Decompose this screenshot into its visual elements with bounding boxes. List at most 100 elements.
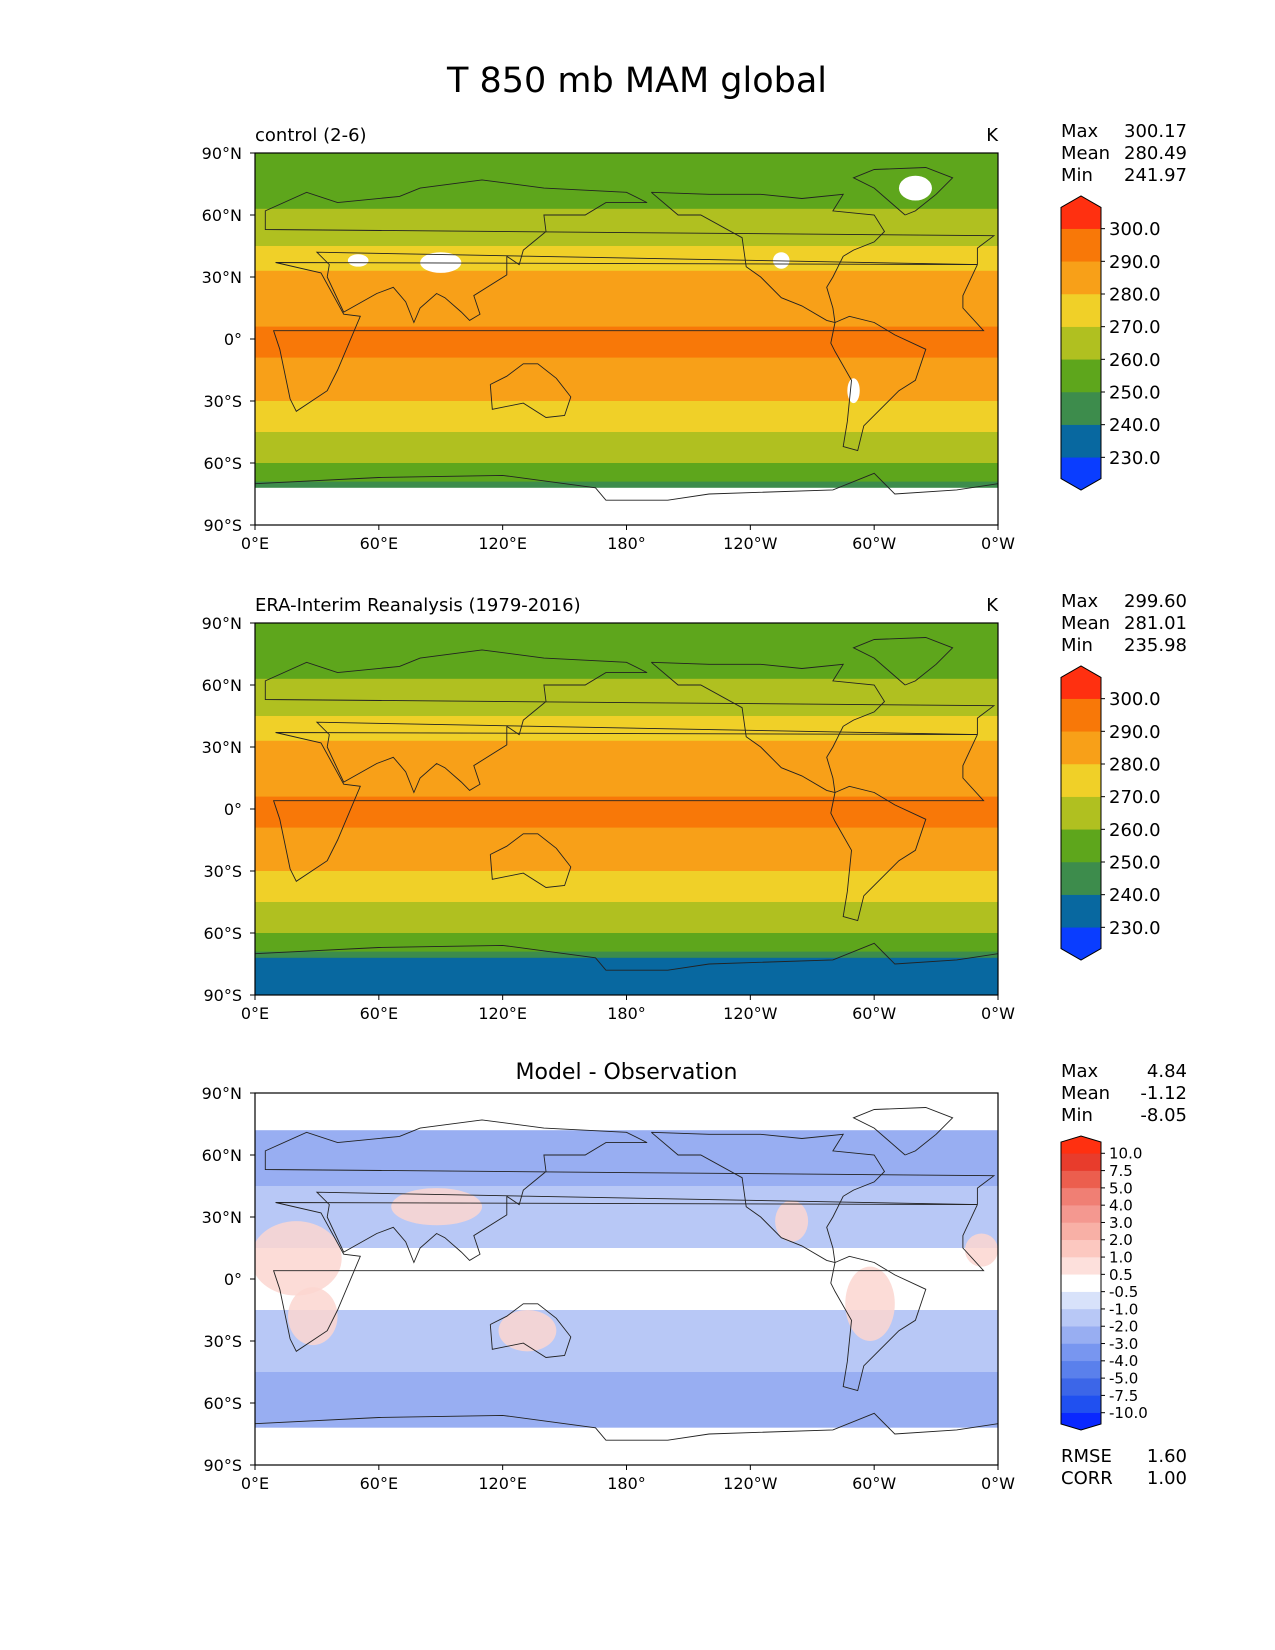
field-band [255,1111,998,1119]
stat-label: Mean [1061,1083,1110,1104]
field-band [255,475,998,483]
x-tick-label: 60°E [360,534,398,553]
field-band [255,425,998,433]
colorbar-segment [1060,698,1102,732]
field-band [255,1353,998,1361]
colorbar-segment [1060,927,1102,961]
field-band [255,933,998,940]
x-tick-label: 120°E [478,1474,527,1493]
field-band [255,1365,998,1373]
field-band [255,239,998,247]
colorbar-segment [1060,326,1102,360]
anomaly-region [255,1221,342,1296]
field-band [255,833,998,841]
x-tick-label: 0°E [241,1474,269,1493]
field-band [255,945,998,953]
colorbar-segment [1060,391,1102,425]
y-tick-label: 90°N [202,144,242,163]
colorbar-outline [1060,195,1102,491]
field-band [255,1316,998,1323]
field-band [255,1334,998,1342]
colorbar-label: 2.0 [1109,1231,1133,1249]
field-band [255,641,998,649]
colorbar-segment [1060,763,1102,797]
x-tick-label: 60°E [360,1004,398,1023]
field-band [255,1378,998,1385]
colorbar-outline [1060,665,1102,961]
colorbar-label: 250.0 [1109,382,1161,403]
coastline [264,179,996,324]
colorbar-label: 5.0 [1109,1179,1133,1197]
missing-region [255,1427,998,1465]
stat-value: 4.84 [1147,1061,1187,1082]
field-band [255,1155,998,1162]
y-tick-label: 90°S [203,986,242,1005]
field-band [255,852,998,860]
coastline [255,472,998,501]
field-band [255,215,998,222]
stat-value: -8.05 [1140,1105,1187,1126]
colorbar-label: 270.0 [1109,787,1161,808]
field-band [255,1291,998,1299]
field-band [255,314,998,321]
field-band [255,778,998,785]
colorbar-label: 1.0 [1109,1248,1133,1266]
map-field [255,623,998,995]
x-tick-label: 60°E [360,1474,398,1493]
colorbar-label: 260.0 [1109,820,1161,841]
field-band [255,301,998,309]
field-band [255,1359,998,1367]
x-tick-label: 180° [607,534,646,553]
field-band [255,246,998,253]
field-band [255,951,998,959]
field-band [255,914,998,922]
field-band [255,871,998,878]
field-band [255,920,998,928]
stat-value: 241.97 [1124,165,1187,186]
field-band [255,1105,998,1113]
field-band [255,1310,998,1317]
x-tick-label: 60°W [852,534,896,553]
x-tick-label: 0°E [241,534,269,553]
panel-units: K [986,595,999,616]
field-band [255,1186,998,1193]
anomaly-region [964,1233,998,1267]
field-band [255,647,998,655]
anomaly-region [288,1287,338,1346]
field-band [255,1328,998,1336]
colorbar-segment [1060,228,1102,262]
x-tick-label: 0°W [981,534,1015,553]
field-band [255,740,998,748]
field-band [255,1297,998,1305]
coastline [272,262,985,412]
colorbar-label: -10.0 [1109,1404,1148,1422]
colorbar-segment [1060,731,1102,765]
y-tick-label: 60°S [203,1394,242,1413]
map-field [255,153,998,525]
field-band [255,790,998,798]
anomaly-region [775,1200,809,1242]
field-band [255,1124,998,1131]
y-tick-label: 60°S [203,454,242,473]
stat-label: Mean [1061,613,1110,634]
colorbar-label: 260.0 [1109,350,1161,371]
figure-title: T 850 mb MAM global [446,61,827,101]
field-band [255,623,998,630]
field-band [255,345,998,352]
field-band [255,1396,998,1404]
coastline [255,1412,998,1441]
field-band [255,407,998,414]
colorbar-label: 270.0 [1109,317,1161,338]
field-band [255,672,998,680]
field-band [255,771,998,779]
field-band [255,889,998,897]
coastline [830,315,927,452]
field-band [255,308,998,315]
field-band [255,685,998,692]
field-band [255,233,998,241]
field-band [255,196,998,204]
field-band [255,444,998,452]
x-tick-label: 120°W [723,534,778,553]
field-band [255,432,998,439]
stat-value: 299.60 [1124,591,1187,612]
